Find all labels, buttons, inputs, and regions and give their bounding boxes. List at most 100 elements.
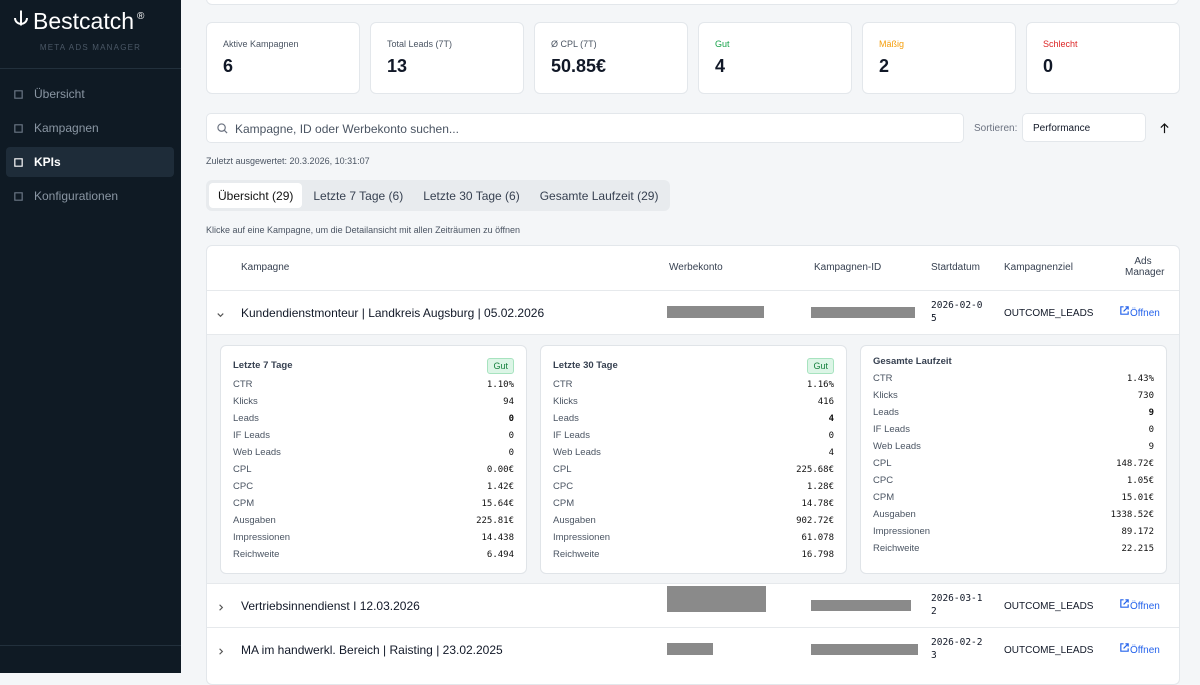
metric-label: Impressionen xyxy=(233,532,291,543)
stat-card: Mäßig 2 xyxy=(862,22,1016,94)
sort-direction[interactable] xyxy=(1159,121,1170,139)
open-link[interactable]: Öffnen xyxy=(1119,305,1160,319)
metric-label: Reichweite xyxy=(233,549,280,560)
metric-value: 730 xyxy=(1137,390,1154,401)
sort-label: Sortieren: xyxy=(974,123,1018,134)
metric-label: Web Leads xyxy=(873,441,921,452)
expand-chevron xyxy=(215,644,226,662)
metric-value: 14.78€ xyxy=(801,498,834,509)
metric-value: 902.72€ xyxy=(796,515,834,526)
search-input[interactable]: Kampagne, ID oder Werbekonto suchen... xyxy=(206,113,964,143)
campaign-name: Vertriebsinnendienst I 12.03.2026 xyxy=(241,599,420,613)
icon xyxy=(1120,599,1129,608)
metric-row: Web Leads 0 xyxy=(233,444,514,461)
metric-label: CPL xyxy=(553,464,572,475)
metric-value: 1.10% xyxy=(486,379,514,390)
metric-value: 0 xyxy=(508,430,514,441)
icon xyxy=(219,648,224,655)
redacted-account xyxy=(667,306,764,318)
nav-item[interactable]: Kampagnen xyxy=(6,113,174,143)
metric-row: CTR 1.43% xyxy=(873,370,1154,387)
metric-label: Klicks xyxy=(873,390,898,401)
last-evaluated: Zuletzt ausgewertet: 20.3.2026, 10:31:07 xyxy=(206,156,370,166)
icon xyxy=(217,313,224,318)
period-panel: Letzte 30 Tage Gut CTR 1.16% Klicks 416 Leads 4… xyxy=(540,345,847,574)
campaign-row[interactable]: Kundendienstmonteur | Landkreis Augsburg… xyxy=(207,290,1179,334)
metric-row: Reichweite 6.494 xyxy=(233,546,514,563)
separator xyxy=(0,645,181,646)
nav-item[interactable]: KPIs xyxy=(6,147,174,177)
metric-label: CPC xyxy=(873,475,894,486)
hint: Klicke auf eine Kampagne, um die Detaila… xyxy=(206,225,521,235)
metric-row: Impressionen 14.438 xyxy=(233,529,514,546)
nav-item[interactable]: Konfigurationen xyxy=(6,181,174,211)
metric-label: IF Leads xyxy=(233,430,270,441)
metric-row: Ausgaben 225.81€ xyxy=(233,512,514,529)
metric-row: Web Leads 4 xyxy=(553,444,834,461)
nav-label: Kampagnen xyxy=(34,121,99,135)
metric-label: CPC xyxy=(553,481,574,492)
icon xyxy=(217,123,228,134)
nav-label: Übersicht xyxy=(34,87,85,101)
metric-value: 4 xyxy=(828,447,834,458)
metric-label: Impressionen xyxy=(873,526,931,537)
tab[interactable]: Letzte 7 Tage (6) xyxy=(313,189,404,203)
metric-row: Ausgaben 902.72€ xyxy=(553,512,834,529)
open-link[interactable]: Öffnen xyxy=(1119,598,1160,612)
metric-row: CPL 148.72€ xyxy=(873,455,1154,472)
stat-label: Total Leads (7T) xyxy=(387,39,453,49)
metric-row: CPL 0.00€ xyxy=(233,461,514,478)
tab[interactable]: Gesamte Laufzeit (29) xyxy=(539,189,659,203)
tab[interactable]: Letzte 30 Tage (6) xyxy=(423,189,520,203)
metric-value: 1.28€ xyxy=(806,481,834,492)
sort-select[interactable]: Performance xyxy=(1022,113,1146,142)
campaign-goal: OUTCOME_LEADS xyxy=(1004,645,1094,656)
stat-value: 13 xyxy=(387,56,408,76)
metric-value: 0 xyxy=(1148,424,1154,435)
metric-row: CPC 1.05€ xyxy=(873,472,1154,489)
expand-chevron xyxy=(215,307,226,325)
tabs: Übersicht (29) Letzte 7 Tage (6) Letzte 30… xyxy=(206,180,671,211)
metric-value: 15.64€ xyxy=(481,498,514,509)
redacted-id xyxy=(811,600,911,611)
metric-value: 1.42€ xyxy=(486,481,514,492)
column-header: Startdatum xyxy=(931,262,980,273)
sidebar: Bestcatch ® META ADS MANAGER Übersicht Kampa… xyxy=(0,0,181,673)
column-header: Werbekonto xyxy=(669,262,723,273)
nav-label: KPIs xyxy=(34,155,61,169)
metric-label: CPM xyxy=(233,498,255,509)
metric-label: CPC xyxy=(233,481,254,492)
metric-row: IF Leads 0 xyxy=(553,427,834,444)
metric-row: CTR 1.16% xyxy=(553,376,834,393)
campaign-name: MA im handwerkl. Bereich | Raisting | 23… xyxy=(241,643,503,657)
redacted-account xyxy=(667,643,713,655)
stat-value: 50.85€ xyxy=(551,56,607,76)
metric-row: Klicks 416 xyxy=(553,393,834,410)
nav-item[interactable]: Übersicht xyxy=(6,79,174,109)
metric-value: 0 xyxy=(828,430,834,441)
campaign-detail: Letzte 7 Tage Gut CTR 1.10% Klicks 94 Leads 0 IF… xyxy=(207,334,1179,583)
stat-card: Schlecht 0 xyxy=(1026,22,1180,94)
icon xyxy=(14,192,23,201)
campaign-table: Kampagne Werbekonto Kampagnen-ID Startdatum… xyxy=(206,245,1180,685)
metric-value: 16.798 xyxy=(801,549,834,560)
metric-value: 225.68€ xyxy=(796,464,834,475)
metric-row: CPM 15.64€ xyxy=(233,495,514,512)
metric-row: Web Leads 9 xyxy=(873,438,1154,455)
metric-value: 14.438 xyxy=(481,532,514,543)
column-header: Ads Manager xyxy=(1125,256,1165,278)
tab[interactable]: Übersicht (29) xyxy=(209,183,303,208)
metric-row: IF Leads 0 xyxy=(233,427,514,444)
period-panel: Gesamte Laufzeit CTR 1.43% Klicks 730 Leads 9 I… xyxy=(860,345,1167,574)
redacted-id xyxy=(811,644,918,655)
open-link[interactable]: Öffnen xyxy=(1119,642,1160,656)
start-date: 2026-02-05 xyxy=(931,300,983,324)
campaign-row[interactable]: MA im handwerkl. Bereich | Raisting | 23… xyxy=(207,627,1179,671)
metric-value: 9 xyxy=(1148,441,1154,452)
metric-label: CPL xyxy=(233,464,252,475)
campaign-row[interactable]: Vertriebsinnendienst I 12.03.2026 2026-03… xyxy=(207,583,1179,627)
metric-value: 225.81€ xyxy=(476,515,514,526)
metric-label: Web Leads xyxy=(553,447,601,458)
stat-value: 0 xyxy=(1043,56,1054,76)
metric-row: Klicks 730 xyxy=(873,387,1154,404)
